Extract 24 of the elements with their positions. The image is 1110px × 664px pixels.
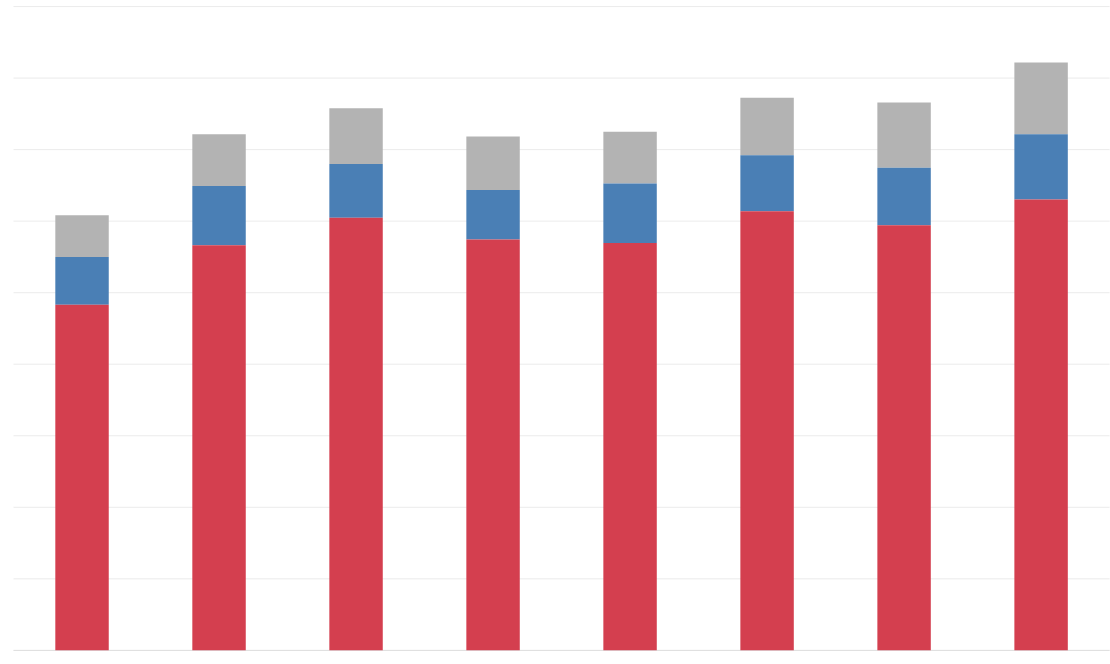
- bar: [466, 136, 520, 191]
- bar: [740, 97, 794, 156]
- bar: [877, 167, 931, 226]
- bar: [329, 164, 383, 218]
- bar: [329, 108, 383, 165]
- bar: [877, 225, 931, 651]
- bar: [740, 211, 794, 651]
- bar: [603, 242, 657, 651]
- bar: [466, 239, 520, 651]
- bar: [55, 215, 109, 258]
- bar: [1014, 134, 1068, 200]
- bar: [55, 304, 109, 651]
- bar: [329, 217, 383, 651]
- bar: [55, 257, 109, 305]
- bar: [192, 134, 246, 186]
- bar: [877, 102, 931, 168]
- bar: [1014, 199, 1068, 651]
- bar: [603, 131, 657, 184]
- bar: [466, 190, 520, 240]
- bar: [192, 245, 246, 651]
- bar: [192, 185, 246, 246]
- bar: [603, 183, 657, 243]
- bar: [740, 155, 794, 212]
- bar: [1014, 62, 1068, 135]
